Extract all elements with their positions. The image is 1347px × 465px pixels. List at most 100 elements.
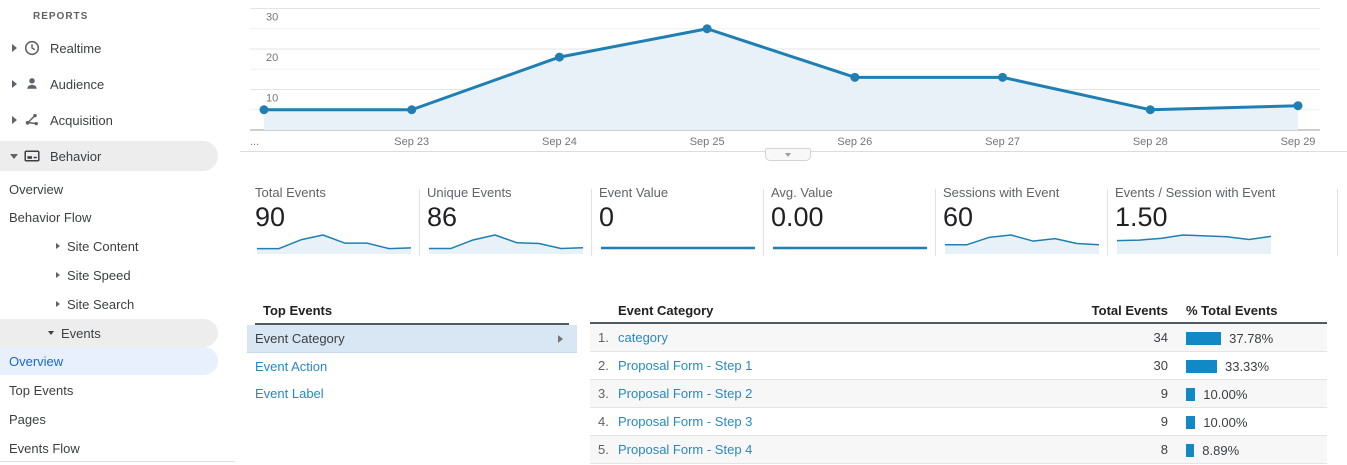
- event-category-link[interactable]: Proposal Form - Step 1: [618, 358, 753, 373]
- chevron-down-icon[interactable]: [46, 331, 56, 335]
- top-events-panel: Top Events Event Category Event Action E…: [247, 303, 577, 407]
- metric-card-sessions-with-event: Sessions with Event 60: [943, 185, 1103, 255]
- percent-value: 10.00%: [1203, 387, 1248, 402]
- sidebar-item-pages[interactable]: Pages: [0, 405, 218, 433]
- event-category-link[interactable]: category: [618, 330, 668, 345]
- svg-text:10: 10: [266, 93, 278, 105]
- sidebar-item-behavior[interactable]: Behavior: [0, 141, 218, 171]
- metric-card-unique-events: Unique Events 86: [427, 185, 587, 255]
- svg-text:Sep 26: Sep 26: [837, 136, 872, 148]
- dimension-label: Event Label: [255, 386, 324, 401]
- chevron-right-icon[interactable]: [53, 272, 62, 278]
- sidebar-item-label: Events Flow: [9, 440, 80, 456]
- total-events-value: 34: [1153, 330, 1168, 345]
- column-header-total-events[interactable]: Total Events: [1091, 303, 1168, 318]
- sidebar-item-label: Acquisition: [50, 112, 113, 128]
- svg-text:...: ...: [250, 136, 259, 148]
- chart-collapse-button[interactable]: [765, 148, 811, 161]
- column-header-pct-total-events[interactable]: % Total Events: [1186, 303, 1278, 318]
- card-divider: [419, 189, 420, 256]
- sidebar-item-label: Behavior Flow: [9, 209, 92, 225]
- sidebar-item-events[interactable]: Events: [0, 319, 218, 347]
- metric-card-events-per-session: Events / Session with Event 1.50: [1115, 185, 1285, 255]
- sidebar-item-label: Behavior: [50, 148, 102, 164]
- chevron-right-icon[interactable]: [53, 243, 62, 249]
- card-divider: [935, 189, 936, 256]
- row-rank: 4.: [598, 414, 609, 429]
- metric-value: 90: [255, 202, 286, 232]
- column-header-event-category[interactable]: Event Category: [618, 303, 714, 318]
- total-events-value: 8: [1160, 442, 1168, 457]
- sidebar-item-label: Site Content: [67, 238, 139, 254]
- total-events-value: 30: [1153, 358, 1168, 373]
- svg-text:Sep 29: Sep 29: [1281, 136, 1316, 148]
- sidebar-item-label: Realtime: [50, 40, 102, 56]
- dimension-label: Event Category: [255, 331, 345, 346]
- sparkline-chart: [601, 246, 755, 250]
- dimension-event-action[interactable]: Event Action: [247, 353, 577, 380]
- percent-value: 10.00%: [1203, 415, 1248, 430]
- percent-value: 33.33%: [1224, 359, 1270, 374]
- sidebar-item-site-content[interactable]: Site Content: [0, 232, 218, 260]
- sidebar-item-label: Top Events: [9, 382, 74, 398]
- sidebar-item-behavior-overview[interactable]: Overview: [0, 175, 218, 203]
- sidebar-item-behavior-flow[interactable]: Behavior Flow: [0, 203, 218, 231]
- metric-label: Events / Session with Event: [1115, 185, 1276, 200]
- sparkline-chart: [945, 234, 1100, 254]
- events-over-time-chart: 10 20 30... Sep 23 Sep 24 Sep 25 Sep 26 Sep 27 S…: [250, 8, 1320, 148]
- percent-bar: [1186, 332, 1222, 345]
- event-category-link[interactable]: Proposal Form - Step 4: [618, 442, 753, 457]
- percent-bar: [1186, 416, 1196, 429]
- chevron-right-icon[interactable]: [8, 116, 20, 124]
- row-rank: 1.: [598, 330, 609, 345]
- metric-value: 0: [599, 202, 615, 232]
- sparkline-chart: [429, 234, 584, 254]
- sidebar-item-top-events[interactable]: Top Events: [0, 376, 218, 404]
- table-row: 2. Proposal Form - Step 1 30 33.33%: [590, 352, 1327, 380]
- table-header-row: Event Category Total Events % Total Even…: [590, 303, 1327, 324]
- sidebar-item-site-speed[interactable]: Site Speed: [0, 261, 218, 289]
- metric-value: 0.00: [771, 202, 824, 232]
- sidebar-item-audience[interactable]: Audience: [0, 69, 218, 99]
- sidebar-item-label: Overview: [9, 181, 64, 197]
- event-category-link[interactable]: Proposal Form - Step 3: [618, 414, 753, 429]
- event-category-link[interactable]: Proposal Form - Step 2: [618, 386, 753, 401]
- percent-bar: [1186, 444, 1195, 457]
- dimension-label: Event Action: [255, 359, 328, 374]
- table-row: 3. Proposal Form - Step 2 9 10.00%: [590, 380, 1327, 408]
- metric-label: Total Events: [255, 185, 326, 200]
- dimension-event-label[interactable]: Event Label: [247, 380, 577, 407]
- percent-value: 8.89%: [1202, 443, 1240, 458]
- metric-value: 1.50: [1115, 202, 1168, 232]
- percent-value: 37.78%: [1229, 331, 1274, 346]
- chevron-right-icon[interactable]: [53, 301, 62, 307]
- percent-bar: [1186, 360, 1217, 373]
- metric-label: Sessions with Event: [943, 185, 1060, 200]
- clock-icon: [23, 39, 41, 57]
- svg-text:Sep 28: Sep 28: [1133, 136, 1168, 148]
- chevron-right-icon[interactable]: [8, 80, 20, 88]
- metric-value: 86: [427, 202, 458, 232]
- dimension-event-category[interactable]: Event Category: [247, 325, 577, 353]
- sidebar-item-acquisition[interactable]: Acquisition: [0, 105, 218, 135]
- sidebar-item-events-flow[interactable]: Events Flow: [0, 434, 218, 462]
- chevron-down-icon[interactable]: [8, 153, 20, 159]
- sidebar-item-label: Site Speed: [67, 267, 131, 283]
- metric-value: 60: [943, 202, 974, 232]
- table-row: 4. Proposal Form - Step 3 9 10.00%: [590, 408, 1327, 436]
- card-divider: [1337, 189, 1338, 256]
- row-rank: 5.: [598, 442, 609, 457]
- chevron-right-icon: [558, 334, 563, 343]
- row-rank: 2.: [598, 358, 609, 373]
- event-category-table: Event Category Total Events % Total Even…: [590, 303, 1327, 464]
- sidebar-item-site-search[interactable]: Site Search: [0, 290, 218, 318]
- sidebar-item-realtime[interactable]: Realtime: [0, 33, 218, 63]
- sidebar-item-events-overview-selected[interactable]: Overview: [0, 347, 218, 375]
- card-divider: [1107, 189, 1108, 256]
- percent-bar: [1186, 388, 1196, 401]
- table-row: 5. Proposal Form - Step 4 8 8.89%: [590, 436, 1327, 464]
- svg-text:30: 30: [266, 12, 278, 24]
- sidebar-item-label: Audience: [50, 76, 105, 92]
- chevron-right-icon[interactable]: [8, 44, 20, 52]
- sidebar-item-label: Pages: [9, 411, 46, 427]
